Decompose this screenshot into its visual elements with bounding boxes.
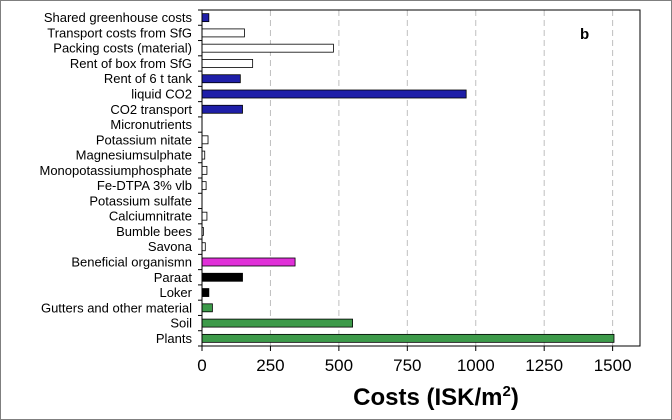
category-label: Rent of box from SfG — [70, 56, 192, 71]
bar — [201, 288, 210, 297]
x-axis-tick-labels: 0 250 500 750 1000 1250 1500 — [197, 346, 632, 375]
category-label: Micronutrients — [110, 117, 192, 132]
x-axis-title: Costs (ISK/m2) — [353, 383, 519, 411]
category-label: Magnesiumsulphate — [76, 148, 192, 163]
category-label: Paraat — [154, 270, 193, 285]
x-tick-label: 500 — [325, 356, 353, 375]
category-label: Fe-DTPA 3% vlb — [97, 178, 192, 193]
category-label: Shared greenhouse costs — [44, 10, 193, 25]
category-label: Plants — [156, 331, 193, 346]
category-label: CO2 transport — [110, 102, 192, 117]
bar — [201, 211, 208, 221]
x-axis-title-main: Costs (ISK/m — [353, 384, 502, 411]
category-label: Bumble bees — [116, 224, 192, 239]
category-label: Soil — [170, 316, 192, 331]
category-label: Monopotassiumphosphate — [40, 163, 193, 178]
category-label: Transport costs from SfG — [47, 25, 192, 40]
bar — [201, 165, 208, 175]
grid-lines — [269, 10, 614, 346]
category-label: Beneficial organismn — [71, 255, 192, 270]
category-label: Potassium sulfate — [89, 193, 192, 208]
bar — [201, 89, 467, 99]
bar — [201, 272, 243, 282]
category-label: liquid CO2 — [131, 87, 192, 102]
bar — [201, 135, 209, 145]
x-tick-label: 750 — [393, 356, 421, 375]
y-axis-ticks — [198, 9, 202, 347]
x-axis-title-close: ) — [511, 384, 519, 411]
bar — [201, 181, 207, 191]
category-label: Loker — [159, 285, 192, 300]
plot-area-border — [201, 9, 641, 347]
bar — [201, 303, 213, 313]
x-tick-label: 1000 — [457, 356, 495, 375]
x-tick-label: 1500 — [594, 356, 632, 375]
bars — [201, 13, 615, 343]
category-label: Calciumnitrate — [109, 209, 192, 224]
bar — [201, 74, 241, 84]
bar — [201, 333, 615, 343]
bar — [201, 257, 296, 267]
category-label: Savona — [148, 239, 193, 254]
x-tick-label: 1250 — [525, 356, 563, 375]
bar — [201, 104, 243, 114]
bar — [201, 318, 353, 328]
bar — [201, 43, 334, 53]
category-label: Rent of 6 t tank — [104, 71, 193, 86]
bar — [201, 28, 245, 38]
x-tick-label: 250 — [256, 356, 284, 375]
bar — [201, 13, 210, 23]
category-label: Packing costs (material) — [53, 41, 192, 56]
category-label: Gutters and other material — [41, 300, 192, 315]
category-label: Potassium nitate — [96, 132, 192, 147]
x-axis-title-superscript: 2 — [503, 383, 511, 400]
bar — [201, 59, 254, 68]
panel-label: b — [580, 26, 589, 43]
x-tick-label: 0 — [197, 356, 206, 375]
